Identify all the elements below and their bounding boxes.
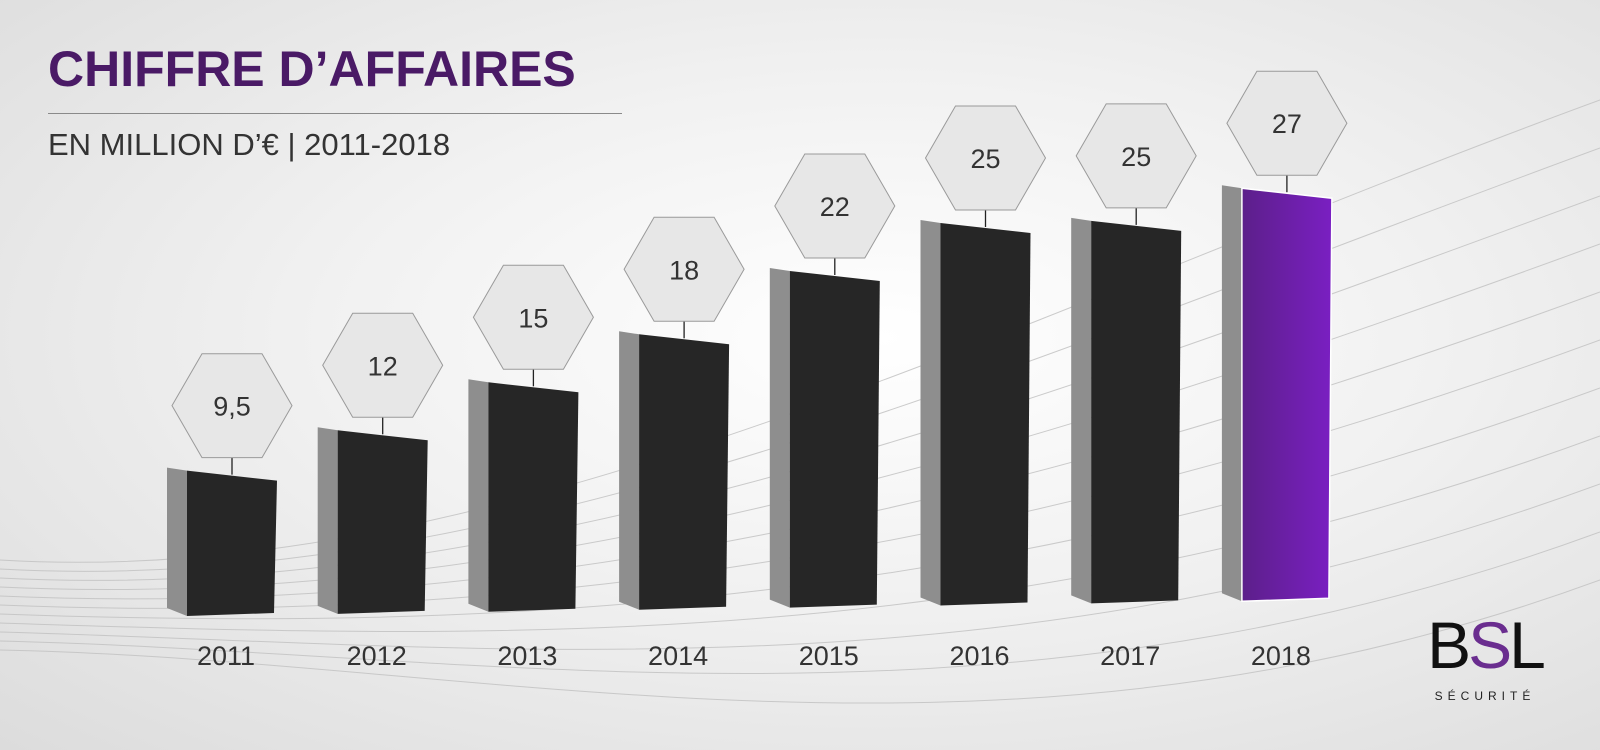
chart-subtitle: EN MILLION D’€ | 2011-2018 — [48, 127, 451, 162]
title-divider — [48, 113, 622, 114]
bar-front-2013 — [488, 382, 579, 612]
bar-2011: 9,5 2011 — [167, 353, 293, 671]
category-label-2014: 2014 — [648, 641, 708, 671]
value-label-2017: 25 — [1121, 142, 1151, 172]
category-label-2017: 2017 — [1100, 641, 1160, 671]
bar-side-2014 — [619, 331, 640, 610]
bsl-logo: BSL SÉCURITÉ — [1420, 612, 1550, 712]
value-hexagon-2015 — [774, 153, 896, 259]
swoosh-line — [0, 387, 1600, 620]
value-hexagon-2012 — [322, 312, 444, 418]
value-label-2014: 18 — [669, 255, 699, 285]
bar-side-2018 — [1221, 185, 1242, 602]
value-label-2016: 25 — [970, 144, 1000, 174]
logo-letter-b: B — [1427, 608, 1471, 682]
bar-2013: 15 2013 — [468, 264, 594, 671]
logo-letter-s: S — [1468, 608, 1512, 682]
value-label-2011: 9,5 — [213, 392, 251, 422]
value-label-2012: 12 — [368, 351, 398, 381]
value-hexagon-2016 — [924, 105, 1047, 211]
bar-front-2011 — [187, 470, 277, 616]
bar-side-2012 — [317, 427, 338, 614]
swoosh-line — [0, 435, 1600, 632]
bar-side-2016 — [920, 220, 941, 606]
bar-side-2011 — [167, 467, 187, 616]
category-label-2016: 2016 — [949, 641, 1009, 671]
bar-front-2015 — [789, 271, 880, 608]
value-hexagon-2014 — [623, 216, 745, 322]
chart-title: CHIFFRE D’AFFAIRES — [48, 41, 576, 97]
value-hexagon-2018 — [1226, 70, 1348, 176]
bar-2016: 25 2016 — [920, 105, 1047, 671]
category-label-2012: 2012 — [347, 641, 407, 671]
bars: 9,52011122012152013182014222015252016252… — [167, 70, 1348, 671]
swoosh-line — [0, 579, 1600, 704]
bar-front-2014 — [639, 334, 730, 610]
category-label-2011: 2011 — [197, 641, 255, 671]
value-hexagon-2013 — [472, 264, 594, 370]
bar-2015: 22 2015 — [769, 153, 896, 671]
bar-2018: 27 2018 — [1221, 70, 1348, 671]
value-label-2015: 22 — [820, 192, 850, 222]
bar-2014: 18 2014 — [619, 216, 745, 671]
logo-wordmark: BSL — [1420, 612, 1550, 678]
bar-front-2017 — [1091, 220, 1182, 604]
value-label-2013: 15 — [518, 303, 548, 333]
category-label-2018: 2018 — [1251, 641, 1311, 671]
logo-tagline: SÉCURITÉ — [1434, 689, 1536, 703]
value-label-2018: 27 — [1272, 109, 1302, 139]
bar-side-2017 — [1071, 217, 1092, 604]
bar-2017: 25 2017 — [1071, 103, 1197, 671]
value-hexagon-2017 — [1075, 103, 1197, 209]
swoosh-line — [0, 483, 1600, 650]
bar-front-2018 — [1241, 187, 1333, 603]
category-label-2015: 2015 — [799, 641, 859, 671]
value-hexagon-2011 — [171, 353, 293, 459]
bar-side-2013 — [468, 379, 489, 612]
swoosh-line — [0, 531, 1600, 675]
bar-front-2016 — [940, 223, 1031, 606]
bar-2012: 12 2012 — [317, 312, 444, 671]
logo-letter-l: L — [1509, 608, 1546, 682]
bar-front-2012 — [337, 430, 428, 614]
bar-side-2015 — [769, 268, 790, 608]
category-label-2013: 2013 — [497, 641, 557, 671]
